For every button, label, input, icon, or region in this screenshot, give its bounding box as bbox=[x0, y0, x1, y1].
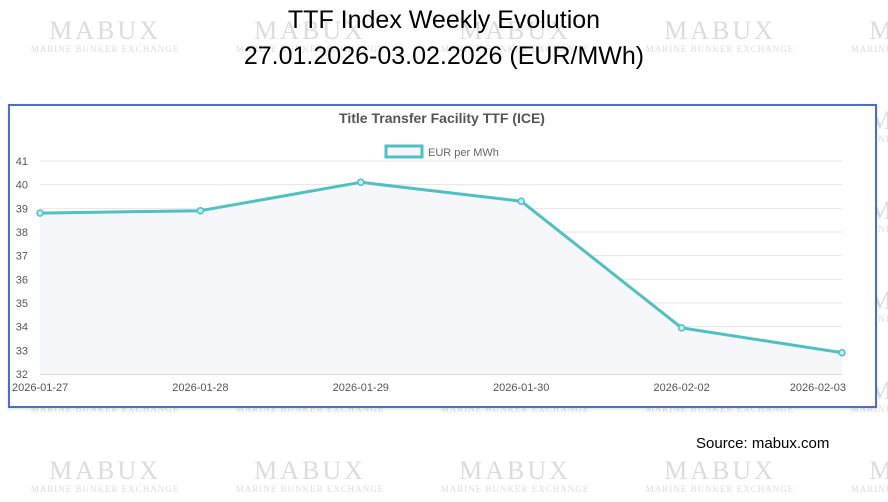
x-tick-label: 2026-02-02 bbox=[653, 382, 709, 394]
page-title: TTF Index Weekly Evolution bbox=[287, 6, 601, 34]
legend-swatch bbox=[384, 144, 424, 159]
x-tick-label: 2026-01-30 bbox=[493, 382, 549, 394]
page-subtitle: 27.01.2026-03.02.2026 (EUR/MWh) bbox=[243, 42, 645, 70]
legend-label: EUR per MWh bbox=[428, 147, 499, 159]
y-tick-label: 36 bbox=[16, 274, 28, 286]
data-point bbox=[36, 209, 44, 217]
y-tick-label: 40 bbox=[16, 180, 28, 192]
y-tick-label: 34 bbox=[16, 322, 28, 334]
x-tick-label: 2026-01-28 bbox=[172, 382, 228, 394]
data-point bbox=[677, 324, 686, 332]
y-tick-label: 38 bbox=[16, 227, 28, 239]
chart-panel: Title Transfer Facility TTF (ICE) EUR per… bbox=[8, 104, 877, 408]
data-point bbox=[838, 348, 846, 357]
data-point bbox=[517, 197, 525, 205]
y-tick-label: 41 bbox=[16, 156, 28, 168]
y-tick-label: 39 bbox=[16, 203, 28, 215]
x-tick-label: 2026-01-29 bbox=[333, 382, 389, 394]
ttf-line-chart: Title Transfer Facility TTF (ICE) EUR per… bbox=[12, 110, 846, 394]
y-tick-label: 37 bbox=[16, 251, 28, 263]
source-note: Source: mabux.com bbox=[696, 435, 830, 452]
x-tick-label: 2026-02-03 bbox=[790, 382, 846, 394]
chart-title: Title Transfer Facility TTF (ICE) bbox=[339, 110, 545, 126]
data-point bbox=[196, 206, 205, 215]
data-point bbox=[357, 178, 365, 187]
series-line bbox=[39, 180, 843, 355]
series-area bbox=[40, 182, 842, 374]
y-tick-label: 35 bbox=[16, 298, 28, 310]
y-tick-label: 32 bbox=[16, 369, 28, 381]
y-tick-label: 33 bbox=[16, 345, 28, 357]
x-tick-label: 2026-01-27 bbox=[12, 382, 68, 394]
